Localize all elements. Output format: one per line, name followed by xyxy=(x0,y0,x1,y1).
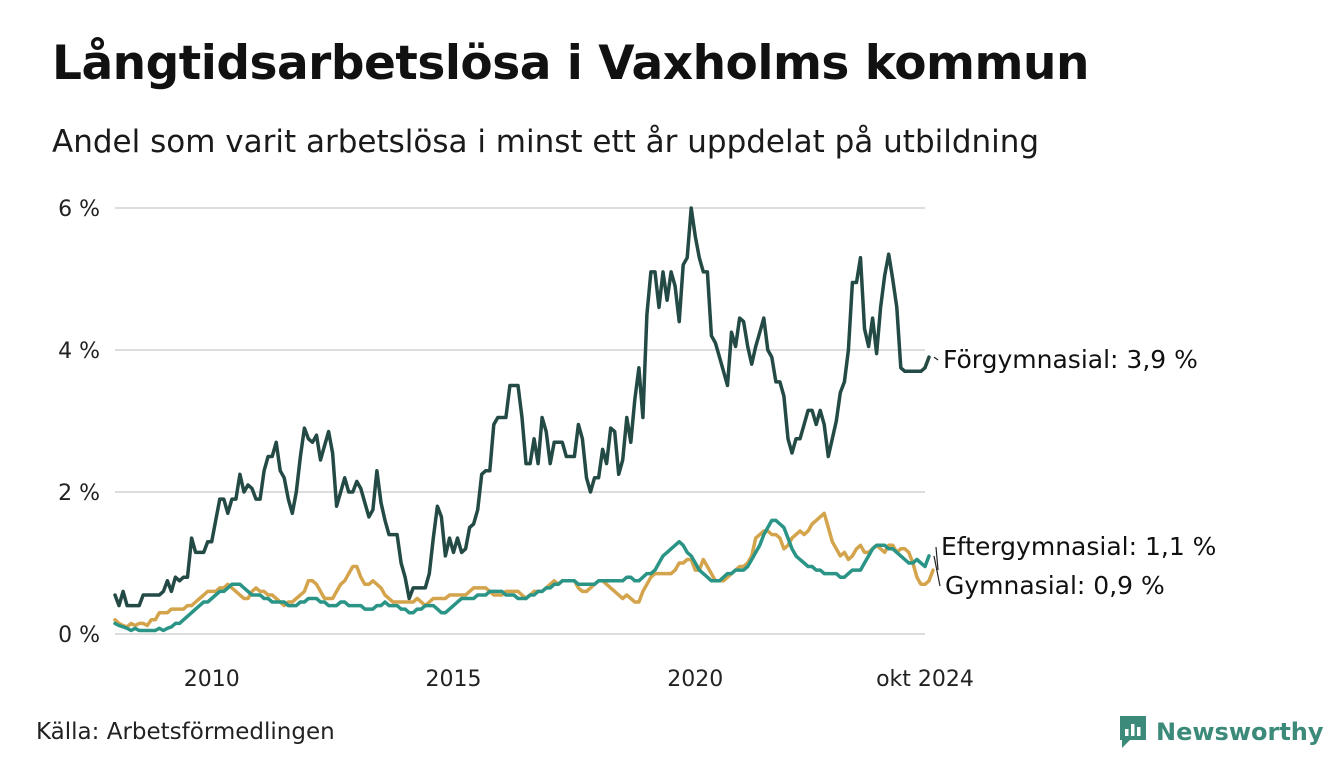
label-leader xyxy=(933,555,941,587)
newsworthy-icon xyxy=(1120,716,1146,748)
gridlines xyxy=(115,207,925,635)
series-label-eftergymnasial: Eftergymnasial: 1,1 % xyxy=(941,532,1216,561)
series-line-eftergymnasial xyxy=(113,511,935,629)
series-line-gymnasial xyxy=(113,518,931,633)
x-axis: 2010 2015 2020 okt 2024 xyxy=(184,667,974,692)
x-tick-label: 2020 xyxy=(667,667,723,692)
x-tick-label: okt 2024 xyxy=(876,667,974,692)
series-line-förgymnasial xyxy=(113,206,931,608)
brand-logo: Newsworthy xyxy=(1118,714,1324,750)
chart-subtitle: Andel som varit arbetslösa i minst ett å… xyxy=(52,124,1040,160)
chart-title: Långtidsarbetslösa i Vaxholms kommun xyxy=(52,36,1089,91)
y-tick-label: 4 % xyxy=(58,339,100,364)
y-axis: 0 % 2 % 4 % 6 % xyxy=(58,197,100,648)
source-note: Källa: Arbetsförmedlingen xyxy=(36,719,335,745)
brand-name: Newsworthy xyxy=(1156,718,1324,746)
y-tick-label: 2 % xyxy=(58,481,100,506)
series-label-förgymnasial: Förgymnasial: 3,9 % xyxy=(943,345,1198,374)
series-label-gymnasial: Gymnasial: 0,9 % xyxy=(945,571,1165,600)
series-lines xyxy=(113,206,935,633)
x-tick-label: 2010 xyxy=(184,667,240,692)
label-leader xyxy=(933,356,939,361)
label-leader xyxy=(935,546,939,571)
y-tick-label: 0 % xyxy=(58,623,100,648)
y-tick-label: 6 % xyxy=(58,197,100,222)
series-labels: Förgymnasial: 3,9 % Eftergymnasial: 1,1 %… xyxy=(933,345,1216,600)
x-tick-label: 2015 xyxy=(426,667,482,692)
